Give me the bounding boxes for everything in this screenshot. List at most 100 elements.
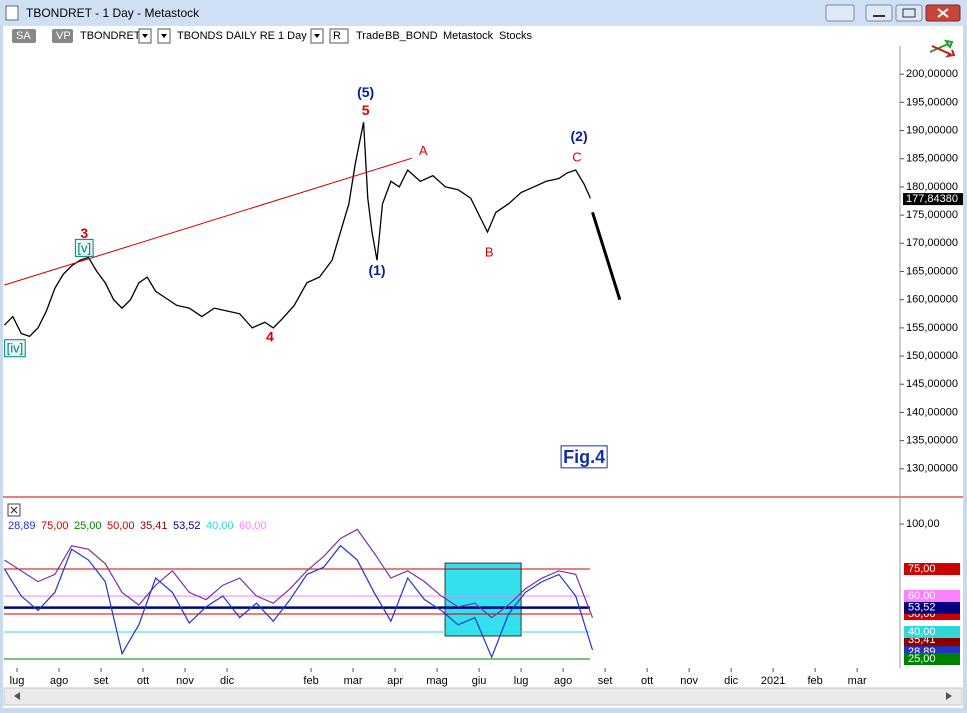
y-tick-label: 165,00000 xyxy=(906,265,958,277)
minimize-button[interactable] xyxy=(865,4,893,22)
x-tick-label: giu xyxy=(472,675,487,687)
toolbar-button[interactable] xyxy=(12,29,36,43)
x-tick-label: lug xyxy=(514,675,529,687)
restore-all-button[interactable] xyxy=(825,4,855,22)
legend-entry: 53,52 xyxy=(173,520,201,532)
toolbar-label: Stocks xyxy=(499,30,533,42)
value-box xyxy=(904,590,960,603)
x-tick-label: mar xyxy=(344,675,363,687)
x-tick-label: 2021 xyxy=(761,675,785,687)
legend-entry: 60,00 xyxy=(239,520,267,532)
wave-label: (5) xyxy=(357,84,374,100)
wave-label: Fig.4 xyxy=(563,447,605,467)
wave-label: [iv] xyxy=(7,341,24,356)
trendline xyxy=(4,157,413,286)
toolbar-label: TBONDS DAILY RE xyxy=(177,30,275,42)
up-arrow-icon xyxy=(929,39,954,53)
toolbar-button[interactable] xyxy=(329,28,349,44)
legend-entry: 28,89 xyxy=(8,520,36,532)
wave-label: (2) xyxy=(571,128,588,144)
toolbar-label: R xyxy=(333,30,341,42)
value-box-label: 53,52 xyxy=(908,602,936,614)
wave-label: C xyxy=(572,150,581,165)
x-tick-label: ago xyxy=(50,675,68,687)
toolbar-label: BB_BOND xyxy=(385,30,438,42)
app-icon xyxy=(5,5,19,21)
scroll-right-arrow[interactable] xyxy=(946,692,952,700)
y-tick-label: 175,00000 xyxy=(906,209,958,221)
scrollbar-track[interactable] xyxy=(3,687,963,706)
y-tick-label: 180,00000 xyxy=(906,181,958,193)
dropdown-glyph xyxy=(142,34,148,38)
toolbar-label: 1 Day xyxy=(278,30,307,42)
charts: 130,00000 135,00000 140,00000 145,00000 150,… xyxy=(3,68,963,687)
value-box-label: 60,00 xyxy=(908,590,936,602)
interval-button-glyph xyxy=(161,34,167,38)
y-tick-label: 135,00000 xyxy=(906,435,958,447)
y-tick-label: 160,00000 xyxy=(906,294,958,306)
y-tick-label: 170,00000 xyxy=(906,237,958,249)
value-box-label: 25,00 xyxy=(908,653,936,665)
arrows-icon xyxy=(929,39,956,58)
window-title: TBONDRET - 1 Day - Metastock xyxy=(26,6,200,20)
label-box xyxy=(74,238,94,257)
legend-entry: 40,00 xyxy=(206,520,234,532)
scroll-left-arrow[interactable] xyxy=(14,692,20,700)
down-arrow-icon xyxy=(931,45,956,58)
x-tick-label: set xyxy=(94,675,109,687)
label-box xyxy=(560,445,608,469)
last-price-box xyxy=(903,193,963,206)
x-tick-label: feb xyxy=(303,675,318,687)
x-tick-label: lug xyxy=(10,675,25,687)
x-tick-label: ago xyxy=(554,675,572,687)
x-tick-label: ott xyxy=(641,675,653,687)
x-tick-label: ott xyxy=(137,675,149,687)
scrollbar xyxy=(3,687,963,706)
value-box xyxy=(904,563,960,576)
wave-label: [v] xyxy=(77,240,91,255)
x-tick-label: mag xyxy=(426,675,447,687)
series-line xyxy=(3,544,594,659)
x-tick-label: feb xyxy=(807,675,822,687)
y-tick-label: 200,00000 xyxy=(906,68,958,80)
y-tick-label: 140,00000 xyxy=(906,406,958,418)
y-tick-label: 145,00000 xyxy=(906,378,958,390)
legend-entry: 75,00 xyxy=(41,520,69,532)
value-box xyxy=(904,653,960,666)
x-tick-label: nov xyxy=(680,675,698,687)
toolbar-label: TBONDRET xyxy=(80,30,141,42)
toolbar-label: Metastock xyxy=(443,30,494,42)
wave-label: B xyxy=(485,244,494,259)
toolbar-label: VP xyxy=(56,30,71,42)
value-box-label: 75,00 xyxy=(908,563,936,575)
toolbar-button[interactable] xyxy=(52,29,73,43)
y-tick-label: 185,00000 xyxy=(906,153,958,165)
wave-label: 4 xyxy=(266,329,274,345)
x-tick-label: dic xyxy=(724,675,739,687)
last-price-label: 177,84380 xyxy=(906,193,958,205)
value-box xyxy=(904,601,960,614)
legend-entry: 35,41 xyxy=(140,520,168,532)
toolbar-label: Trade xyxy=(356,30,384,42)
maximize-button[interactable] xyxy=(895,4,923,22)
wave-label: (1) xyxy=(368,262,385,278)
toolbar: SA VP TBONDRET TBONDS DAILY RE 1 Day R Trade BB… xyxy=(12,28,533,44)
wave-label: A xyxy=(419,143,428,158)
x-tick-label: mar xyxy=(848,675,867,687)
window-buttons xyxy=(825,4,961,22)
x-tick-label: set xyxy=(598,675,613,687)
close-glyph xyxy=(937,8,949,18)
y-tick-label: 100,00 xyxy=(906,518,940,530)
projection xyxy=(591,211,622,301)
y-tick-label: 195,00000 xyxy=(906,96,958,108)
y-tick-label: 130,00000 xyxy=(906,463,958,475)
y-tick-label: 190,00000 xyxy=(906,124,958,136)
wave-label: 5 xyxy=(362,102,370,118)
title-bar xyxy=(0,0,967,26)
label-box xyxy=(4,339,26,358)
legend-entry: 50,00 xyxy=(107,520,135,532)
series-line xyxy=(3,121,592,338)
toolbar-label: SA xyxy=(16,30,31,42)
